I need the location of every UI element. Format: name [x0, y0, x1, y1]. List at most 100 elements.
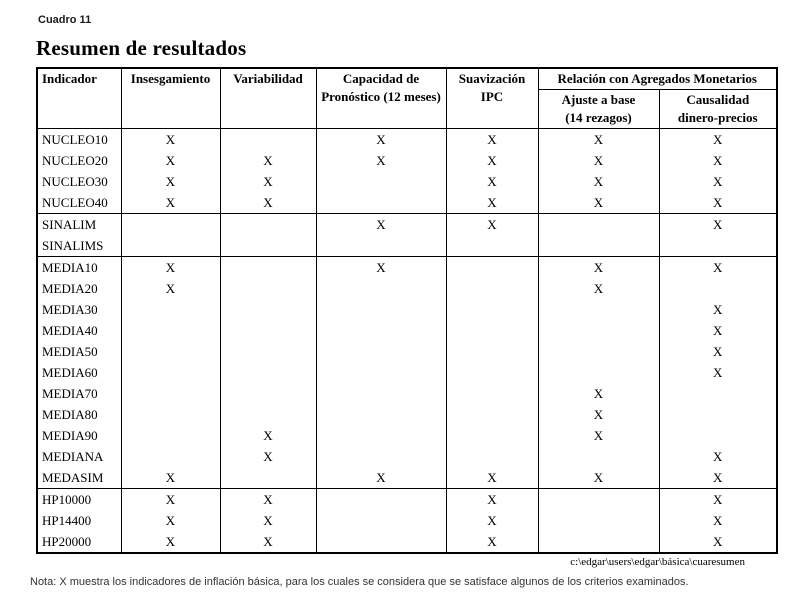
- criteria-mark-cell: [315, 235, 446, 257]
- table-row: HP20000 X X X X: [36, 531, 777, 553]
- criteria-mark-cell: [120, 425, 220, 446]
- header-row-sub: Ajuste a base (14 rezagos) Causalidad di…: [37, 89, 777, 129]
- col-header-causalidad: Causalidad dinero-precios: [658, 89, 777, 129]
- criteria-mark-cell: [445, 256, 538, 278]
- row-label: HP14400: [36, 510, 121, 531]
- criteria-mark-cell: [315, 404, 446, 425]
- criteria-mark-cell: X: [445, 128, 538, 150]
- criteria-mark-cell: [537, 320, 659, 341]
- criteria-mark-cell: X: [658, 150, 777, 171]
- criteria-mark-cell: X: [315, 256, 446, 278]
- table-row: MEDIA70 X: [36, 383, 777, 404]
- criteria-mark-cell: X: [445, 510, 538, 531]
- criteria-mark-cell: X: [445, 488, 538, 510]
- criteria-mark-cell: X: [120, 467, 220, 489]
- criteria-mark-cell: X: [120, 171, 220, 192]
- criteria-mark-cell: X: [120, 510, 220, 531]
- col-header-insesgamiento: Insesgamiento: [120, 68, 220, 129]
- row-label: MEDIA80: [36, 404, 121, 425]
- criteria-mark-cell: [445, 404, 538, 425]
- table-row: SINALIMS: [36, 235, 777, 257]
- row-label: SINALIMS: [36, 235, 121, 257]
- criteria-mark-cell: [537, 446, 659, 467]
- criteria-mark-cell: X: [537, 425, 659, 446]
- criteria-mark-cell: [658, 383, 777, 404]
- criteria-mark-cell: X: [658, 341, 777, 362]
- table-row: HP10000 X X X X: [36, 488, 777, 510]
- criteria-mark-cell: [315, 341, 446, 362]
- criteria-mark-cell: [537, 341, 659, 362]
- criteria-mark-cell: X: [658, 192, 777, 214]
- row-label: MEDIA20: [36, 278, 121, 299]
- criteria-mark-cell: X: [120, 150, 220, 171]
- criteria-mark-cell: [315, 488, 446, 510]
- criteria-mark-cell: [219, 235, 316, 257]
- criteria-mark-cell: X: [658, 299, 777, 320]
- criteria-mark-cell: [219, 278, 316, 299]
- criteria-mark-cell: [658, 235, 777, 257]
- row-label: NUCLEO40: [36, 192, 121, 214]
- criteria-mark-cell: [120, 341, 220, 362]
- table-row: MEDIA60 X: [36, 362, 777, 383]
- criteria-mark-cell: [315, 425, 446, 446]
- criteria-mark-cell: X: [120, 278, 220, 299]
- row-label: MEDASIM: [36, 467, 121, 489]
- criteria-mark-cell: [219, 256, 316, 278]
- row-label: HP10000: [36, 488, 121, 510]
- criteria-mark-cell: X: [537, 171, 659, 192]
- criteria-mark-cell: [537, 362, 659, 383]
- row-label: MEDIA60: [36, 362, 121, 383]
- criteria-mark-cell: [315, 192, 446, 214]
- criteria-mark-cell: X: [120, 192, 220, 214]
- table-header: Indicador Insesgamiento Variabilidad Cap…: [36, 68, 777, 129]
- criteria-mark-cell: [120, 383, 220, 404]
- col-header-capacidad: Capacidad de Pronóstico (12 meses): [315, 68, 446, 129]
- criteria-mark-cell: X: [537, 383, 659, 404]
- col-header-suavizacion: Suavización IPC: [445, 68, 538, 129]
- criteria-mark-cell: X: [537, 150, 659, 171]
- criteria-mark-cell: X: [445, 192, 538, 214]
- criteria-mark-cell: X: [219, 192, 316, 214]
- criteria-mark-cell: [219, 467, 316, 489]
- row-label: MEDIA50: [36, 341, 121, 362]
- criteria-mark-cell: X: [537, 192, 659, 214]
- criteria-mark-cell: X: [658, 531, 777, 553]
- table-number-kicker: Cuadro 11: [38, 14, 92, 26]
- table-row: MEDIA40 X: [36, 320, 777, 341]
- criteria-mark-cell: [120, 362, 220, 383]
- row-label: MEDIA70: [36, 383, 121, 404]
- table-row: NUCLEO10 X X X X X: [36, 128, 777, 150]
- criteria-mark-cell: X: [658, 446, 777, 467]
- criteria-mark-cell: X: [658, 128, 777, 150]
- col-group-header-relacion: Relación con Agregados Monetarios: [537, 68, 777, 90]
- criteria-mark-cell: X: [315, 128, 446, 150]
- criteria-mark-cell: [219, 383, 316, 404]
- col-header-ajuste-line2: (14 rezagos): [565, 110, 632, 125]
- criteria-mark-cell: [315, 299, 446, 320]
- criteria-mark-cell: X: [537, 404, 659, 425]
- criteria-mark-cell: [445, 446, 538, 467]
- criteria-mark-cell: X: [658, 362, 777, 383]
- criteria-mark-cell: [120, 299, 220, 320]
- table-row: MEDIA30 X: [36, 299, 777, 320]
- criteria-mark-cell: X: [445, 150, 538, 171]
- table-row: NUCLEO40 X X X X X: [36, 192, 777, 214]
- criteria-mark-cell: [219, 213, 316, 235]
- table-row: MEDIA50 X: [36, 341, 777, 362]
- criteria-mark-cell: [315, 446, 446, 467]
- criteria-mark-cell: [120, 320, 220, 341]
- col-header-variabilidad: Variabilidad: [219, 68, 316, 129]
- criteria-mark-cell: X: [219, 171, 316, 192]
- criteria-mark-cell: X: [219, 446, 316, 467]
- table-row: MEDIA10 X X X X: [36, 256, 777, 278]
- criteria-mark-cell: X: [658, 320, 777, 341]
- table-row: MEDIA80 X: [36, 404, 777, 425]
- criteria-mark-cell: [120, 235, 220, 257]
- col-header-indicador: Indicador: [36, 68, 121, 129]
- table-body: NUCLEO10 X X X X X NUCLEO20 X X X X X X NUCLEO30 X X X X X…: [36, 128, 777, 553]
- criteria-mark-cell: [537, 510, 659, 531]
- criteria-mark-cell: [219, 341, 316, 362]
- footnote: Nota: X muestra los indicadores de infla…: [30, 576, 689, 588]
- table-row: MEDIANA X X: [36, 446, 777, 467]
